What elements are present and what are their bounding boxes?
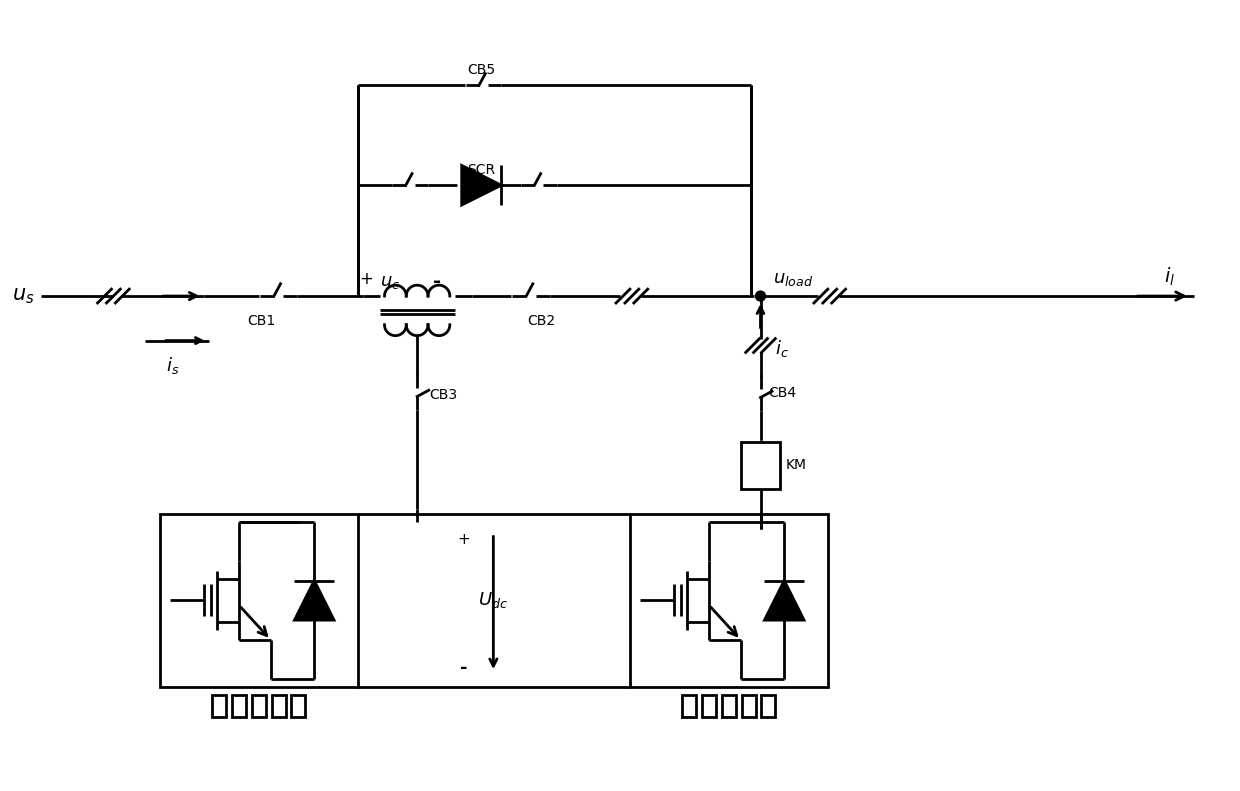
Bar bbox=[630, 513, 828, 687]
Bar bbox=[291, 694, 305, 717]
Text: $i_s$: $i_s$ bbox=[166, 355, 180, 377]
Text: CB1: CB1 bbox=[248, 314, 277, 327]
Bar bbox=[761, 694, 775, 717]
Text: KM: KM bbox=[785, 458, 806, 472]
Polygon shape bbox=[294, 581, 334, 620]
Text: -: - bbox=[433, 272, 441, 291]
Bar bbox=[232, 694, 246, 717]
Bar bbox=[160, 513, 358, 687]
Text: CB2: CB2 bbox=[527, 314, 556, 327]
Text: $i_l$: $i_l$ bbox=[1164, 266, 1176, 288]
Bar bbox=[722, 694, 735, 717]
Bar bbox=[252, 694, 265, 717]
Bar bbox=[702, 694, 715, 717]
Text: CB4: CB4 bbox=[769, 386, 796, 400]
Bar bbox=[740, 441, 780, 489]
Bar bbox=[682, 694, 696, 717]
Text: $i_c$: $i_c$ bbox=[775, 338, 789, 359]
Circle shape bbox=[755, 291, 765, 301]
Text: $u_{load}$: $u_{load}$ bbox=[774, 271, 813, 288]
Text: SCR: SCR bbox=[467, 163, 496, 177]
Text: $u_c$: $u_c$ bbox=[381, 273, 401, 291]
Bar bbox=[212, 694, 226, 717]
Bar bbox=[272, 694, 285, 717]
Text: CB5: CB5 bbox=[467, 63, 496, 78]
Text: +: + bbox=[458, 532, 470, 547]
Text: -: - bbox=[460, 659, 467, 677]
Text: $U_{dc}$: $U_{dc}$ bbox=[479, 590, 508, 610]
Text: +: + bbox=[358, 271, 373, 288]
Polygon shape bbox=[765, 581, 804, 620]
Bar bbox=[742, 694, 755, 717]
Polygon shape bbox=[461, 165, 501, 205]
Text: $u_s$: $u_s$ bbox=[11, 286, 35, 306]
Text: CB3: CB3 bbox=[429, 388, 458, 402]
